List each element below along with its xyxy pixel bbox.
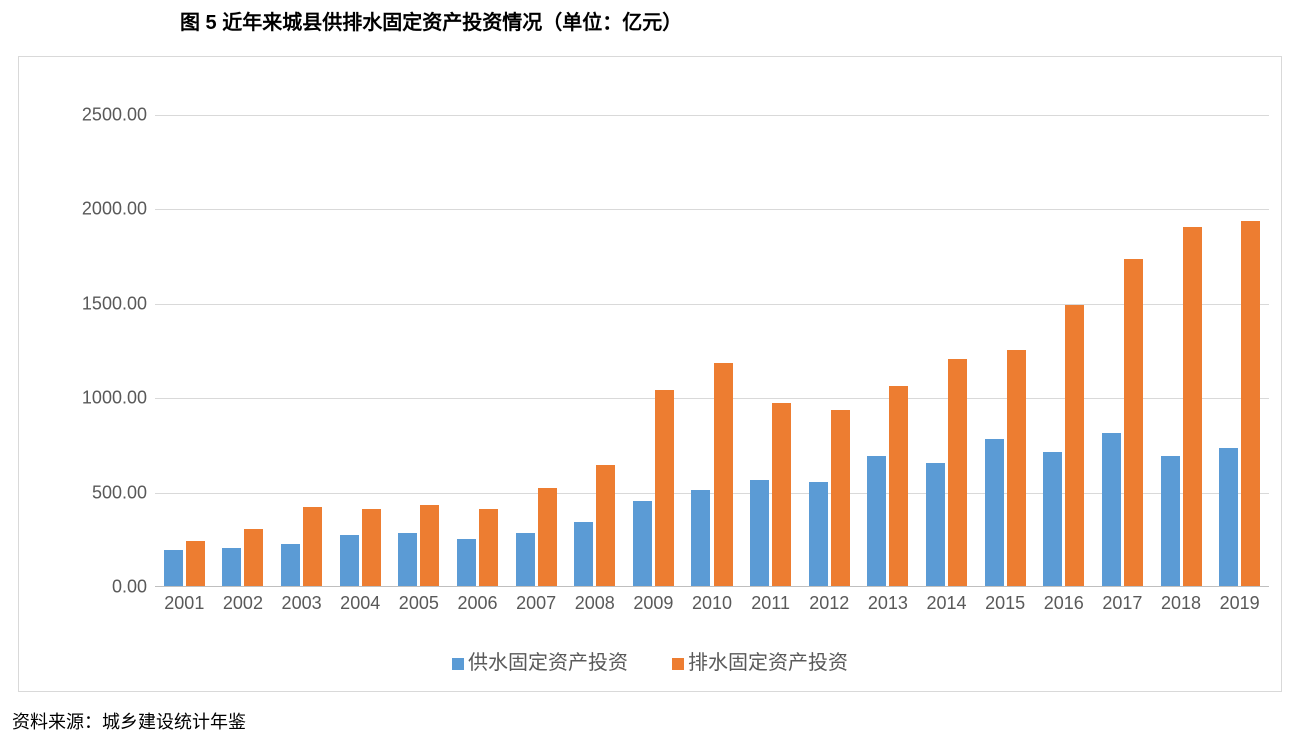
bar [1161, 456, 1180, 586]
x-tick-label: 2015 [985, 593, 1025, 614]
bar [398, 533, 417, 586]
bar [1065, 305, 1084, 586]
x-tick-label: 2001 [164, 593, 204, 614]
x-tick-label: 2013 [868, 593, 908, 614]
x-tick-label: 2009 [633, 593, 673, 614]
bar [479, 509, 498, 586]
bar [574, 522, 593, 586]
y-tick-label: 1000.00 [27, 388, 147, 409]
bar [714, 363, 733, 586]
bar [281, 544, 300, 586]
x-tick-label: 2003 [282, 593, 322, 614]
x-tick-label: 2010 [692, 593, 732, 614]
x-tick-label: 2019 [1220, 593, 1260, 614]
x-tick-label: 2018 [1161, 593, 1201, 614]
y-tick-label: 1500.00 [27, 293, 147, 314]
x-tick-label: 2017 [1102, 593, 1142, 614]
x-tick-label: 2004 [340, 593, 380, 614]
x-tick-label: 2008 [575, 593, 615, 614]
y-tick-label: 2000.00 [27, 199, 147, 220]
bar [222, 548, 241, 586]
bar [1183, 227, 1202, 586]
bar [889, 386, 908, 586]
bar [303, 507, 322, 586]
gridline [155, 304, 1269, 305]
legend-swatch [452, 658, 464, 670]
y-tick-label: 500.00 [27, 482, 147, 503]
x-tick-label: 2002 [223, 593, 263, 614]
source-caption: 资料来源：城乡建设统计年鉴 [12, 708, 246, 734]
legend-label: 供水固定资产投资 [468, 652, 628, 674]
bar [750, 480, 769, 586]
bar [1241, 221, 1260, 586]
chart-container: 供水固定资产投资 排水固定资产投资 0.00 500.00 1000.00 1500.0… [18, 56, 1282, 692]
bar [691, 490, 710, 586]
gridline [155, 115, 1269, 116]
legend-item: 供水固定资产投资 [452, 646, 628, 675]
bar [1102, 433, 1121, 586]
bar [457, 539, 476, 586]
bar [772, 403, 791, 586]
bar [1007, 350, 1026, 586]
x-tick-label: 2007 [516, 593, 556, 614]
x-tick-label: 2005 [399, 593, 439, 614]
bar [596, 465, 615, 586]
bar [516, 533, 535, 586]
gridline [155, 209, 1269, 210]
y-tick-label: 2500.00 [27, 104, 147, 125]
bar [420, 505, 439, 586]
bar [831, 410, 850, 586]
bar [362, 509, 381, 586]
gridline [155, 398, 1269, 399]
bar [1219, 448, 1238, 586]
x-tick-label: 2011 [751, 593, 790, 614]
bar [244, 529, 263, 586]
legend-item: 排水固定资产投资 [672, 646, 848, 675]
bar [186, 541, 205, 586]
bar [985, 439, 1004, 586]
y-tick-label: 0.00 [27, 577, 147, 598]
bar [1043, 452, 1062, 586]
legend-swatch [672, 658, 684, 670]
bar [809, 482, 828, 586]
bar [655, 390, 674, 586]
x-tick-label: 2006 [457, 593, 497, 614]
chart-title: 图 5 近年来城县供排水固定资产投资情况（单位：亿元） [180, 6, 682, 35]
x-tick-label: 2012 [809, 593, 849, 614]
bar [867, 456, 886, 586]
plot-area [155, 77, 1269, 587]
bar [948, 359, 967, 586]
bar [926, 463, 945, 586]
x-tick-label: 2014 [926, 593, 966, 614]
bar [340, 535, 359, 586]
bar [164, 550, 183, 586]
legend: 供水固定资产投资 排水固定资产投资 [19, 646, 1281, 675]
bar [633, 501, 652, 586]
x-tick-label: 2016 [1044, 593, 1084, 614]
bar [538, 488, 557, 586]
legend-label: 排水固定资产投资 [688, 652, 848, 674]
bar [1124, 259, 1143, 586]
